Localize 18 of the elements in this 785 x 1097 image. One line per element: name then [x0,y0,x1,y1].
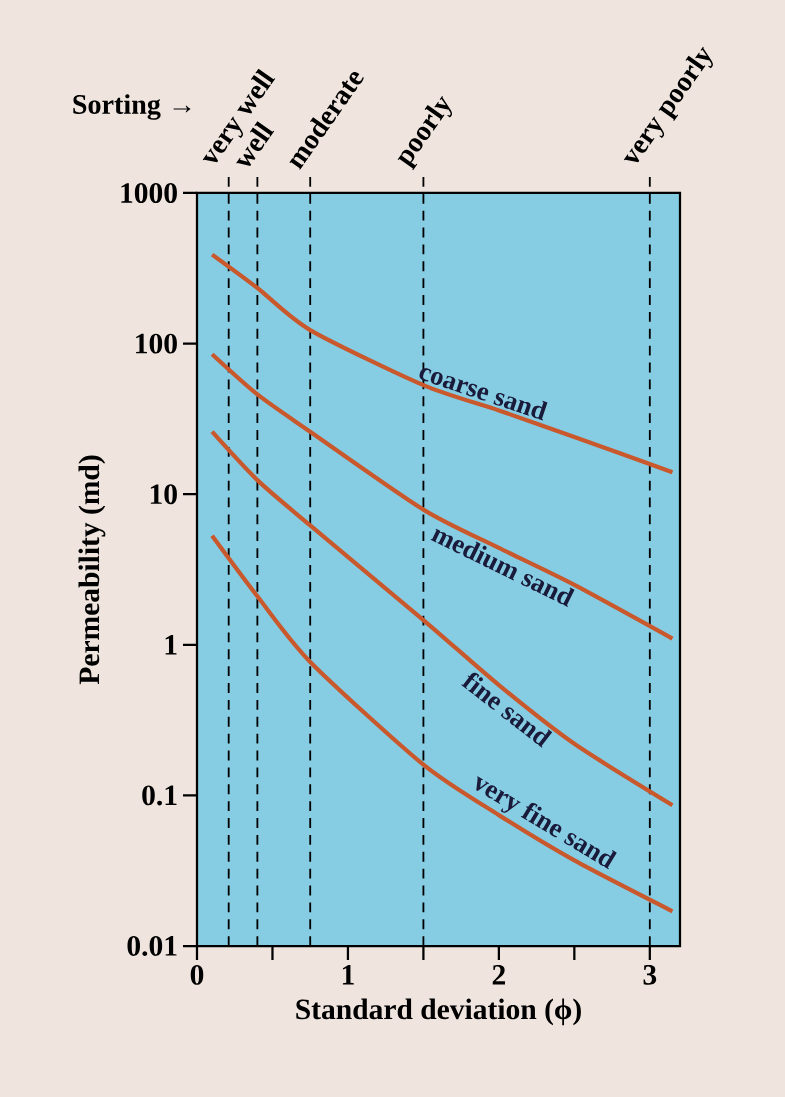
text: very fine sand [476,776,617,870]
x-axis-title: Standard deviation (ϕ) [296,998,581,1026]
y-tick-label: 1000 [121,183,177,203]
text: fine sand [461,672,553,748]
y-axis-title: Permeability (md) [78,455,106,685]
y-tick-label: 0.01 [127,935,177,957]
line-series [209,352,675,641]
text: coarse sand [419,368,548,421]
y-tick-label: 1 [165,635,177,655]
x-tick-label: 3 [643,964,657,985]
text: Sorting → [73,94,191,120]
y-tick-label: 10 [150,484,177,505]
x-tick-label: 2 [492,964,505,985]
line-series [209,252,675,475]
x-tick-label: 1 [342,964,354,985]
y-tick-label: 100 [136,333,177,354]
x-tick-label: 0 [190,964,204,985]
y-tick-label: 0.1 [142,785,177,806]
